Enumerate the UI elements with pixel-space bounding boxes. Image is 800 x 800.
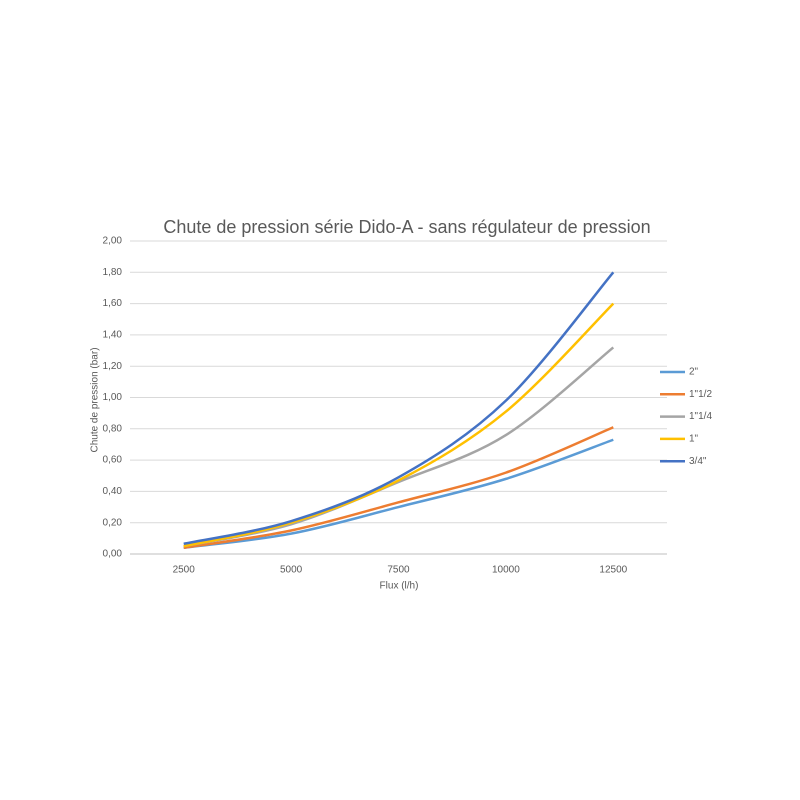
x-tick-label: 7500 [387, 565, 410, 576]
x-tick-label: 2500 [173, 565, 196, 576]
chart-title: Chute de pression série Dido-A - sans ré… [163, 217, 650, 237]
y-axis-label: Chute de pression (bar) [90, 347, 101, 452]
x-tick-label: 10000 [492, 565, 520, 576]
legend-label: 3/4" [689, 456, 707, 467]
legend-label: 1"1/4 [689, 411, 712, 422]
y-tick-label: 0,80 [103, 423, 123, 434]
y-tick-label: 1,00 [103, 392, 123, 403]
series-line [183, 438, 614, 549]
y-tick-label: 0,60 [103, 455, 123, 466]
y-tick-label: 1,80 [103, 267, 123, 278]
y-tick-label: 0,00 [103, 549, 123, 560]
x-tick-label: 5000 [280, 565, 303, 576]
y-tick-label: 0,20 [103, 517, 123, 528]
legend-label: 1"1/2 [689, 389, 712, 400]
legend-label: 2" [689, 367, 699, 378]
y-tick-label: 2,00 [103, 236, 123, 247]
y-tick-label: 1,20 [103, 361, 123, 372]
legend-label: 1" [689, 434, 699, 445]
series-line [183, 426, 614, 549]
series-line [183, 271, 615, 546]
y-tick-label: 0,40 [103, 486, 123, 497]
x-tick-label: 12500 [599, 565, 627, 576]
y-tick-label: 1,60 [103, 298, 123, 309]
series-line [183, 302, 615, 548]
series-line [183, 346, 615, 548]
y-tick-label: 1,40 [103, 330, 123, 341]
x-axis-label: Flux (l/h) [380, 581, 419, 592]
